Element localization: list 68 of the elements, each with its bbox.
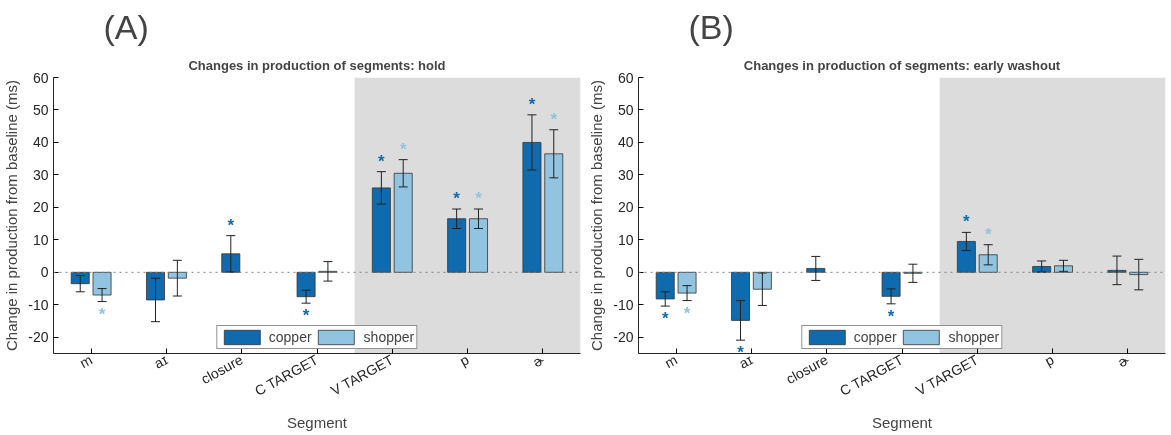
data-label: * xyxy=(661,309,669,329)
bar xyxy=(655,271,675,300)
data-label: * xyxy=(453,189,461,209)
y-tick-label: -10 xyxy=(613,296,634,313)
bar xyxy=(544,153,564,273)
y-tick-label: -20 xyxy=(613,329,634,346)
data-label: * xyxy=(683,303,691,323)
x-tick-label: ɚ xyxy=(529,351,548,371)
legend-label: copper xyxy=(853,329,897,345)
y-tick-label: 60 xyxy=(617,69,634,86)
bar xyxy=(221,253,241,273)
bar xyxy=(881,271,901,297)
x-axis-title: Segment xyxy=(871,413,933,431)
y-tick-label: 0 xyxy=(40,264,49,281)
bar xyxy=(393,172,413,273)
bar xyxy=(731,271,750,321)
data-label: * xyxy=(475,189,483,209)
y-tick-label: 20 xyxy=(617,199,634,216)
data-label: * xyxy=(984,224,992,244)
data-label: * xyxy=(399,139,407,159)
bar xyxy=(469,218,488,273)
data-label: * xyxy=(963,212,971,232)
chart-title: Changes in production of segments: hold xyxy=(188,57,446,73)
y-tick-label: 50 xyxy=(617,101,634,118)
data-label: * xyxy=(378,151,386,171)
y-tick-label: 10 xyxy=(32,231,49,248)
x-tick-label: m xyxy=(77,351,95,372)
text: (A) xyxy=(103,7,149,46)
bar xyxy=(146,271,165,301)
legend-label: shopper xyxy=(948,329,1000,345)
x-tick-label: aɪ xyxy=(151,351,171,372)
x-tick-label: p xyxy=(456,351,472,370)
data-label: * xyxy=(227,215,235,235)
y-tick-label: 40 xyxy=(32,134,49,151)
bar xyxy=(956,241,976,273)
bar xyxy=(447,218,467,273)
x-tick-label: m xyxy=(662,351,680,372)
y-axis-title: Change in production from baseline (ms) xyxy=(588,80,606,351)
legend-label: shopper xyxy=(363,329,415,345)
x-tick-label: p xyxy=(1041,351,1057,370)
y-tick-label: 30 xyxy=(617,166,634,183)
x-tick-label: ɚ xyxy=(1114,351,1133,371)
y-tick-label: 10 xyxy=(617,231,634,248)
legend-label: copper xyxy=(268,329,312,345)
y-tick-label: -10 xyxy=(28,296,49,313)
bar xyxy=(296,271,316,298)
bar xyxy=(806,268,826,273)
y-tick-label: 50 xyxy=(32,101,49,118)
bar xyxy=(92,271,112,296)
data-label: * xyxy=(887,306,895,326)
y-axis-title: Change in production from baseline (ms) xyxy=(3,80,21,351)
data-label: * xyxy=(98,304,106,324)
y-tick-label: -20 xyxy=(28,329,49,346)
text: (B) xyxy=(688,7,734,46)
y-tick-label: 40 xyxy=(617,134,634,151)
bar xyxy=(677,271,697,294)
x-tick-label: aɪ xyxy=(736,351,756,372)
bar xyxy=(371,187,391,273)
data-label: * xyxy=(550,109,558,129)
x-axis-title: Segment xyxy=(286,413,348,431)
bar xyxy=(522,142,542,273)
y-tick-label: 30 xyxy=(32,166,49,183)
data-label: * xyxy=(302,306,310,326)
y-tick-label: 60 xyxy=(32,69,49,86)
y-tick-label: 0 xyxy=(625,264,634,281)
chart-title: Changes in production of segments: early washout xyxy=(743,57,1061,73)
y-tick-label: 20 xyxy=(32,199,49,216)
data-label: * xyxy=(528,94,536,114)
